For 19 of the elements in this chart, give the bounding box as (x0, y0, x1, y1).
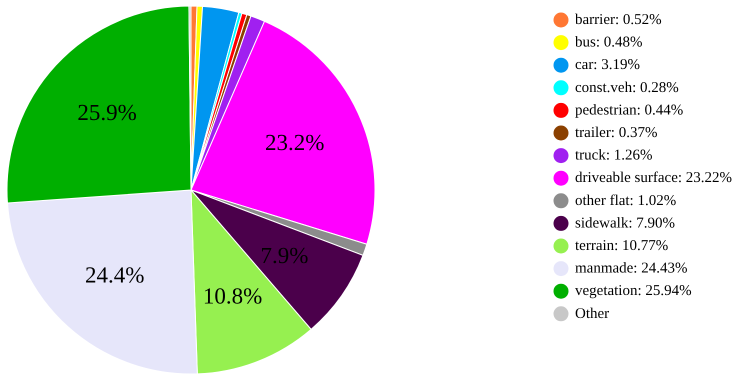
legend-label: terrain: 10.77% (575, 238, 668, 254)
data-label: 24.4% (84, 262, 144, 288)
legend-label: driveable surface: 23.22% (575, 170, 732, 186)
legend-label: other flat: 1.02% (575, 192, 676, 209)
legend-label: barrier: 0.52% (575, 12, 662, 28)
legend-label: truck: 1.26% (575, 148, 652, 164)
data-label: 7.9% (260, 242, 308, 268)
data-label: 23.2% (264, 130, 324, 155)
legend-label: vegetation: 25.94% (575, 283, 692, 300)
legend-label: Other (575, 306, 610, 322)
legend-label: pedestrian: 0.44% (575, 102, 684, 118)
legend-label: trailer: 0.37% (575, 125, 658, 141)
legend-label: sidewalk: 7.90% (575, 215, 675, 232)
legend-label: const.veh: 0.28% (575, 80, 679, 96)
legend-label: bus: 0.48% (575, 34, 642, 51)
legend-label: car: 3.19% (575, 57, 640, 74)
data-label: 10.8% (202, 284, 262, 309)
legend-label: manmade: 24.43% (575, 260, 688, 277)
data-label: 25.9% (77, 100, 137, 126)
